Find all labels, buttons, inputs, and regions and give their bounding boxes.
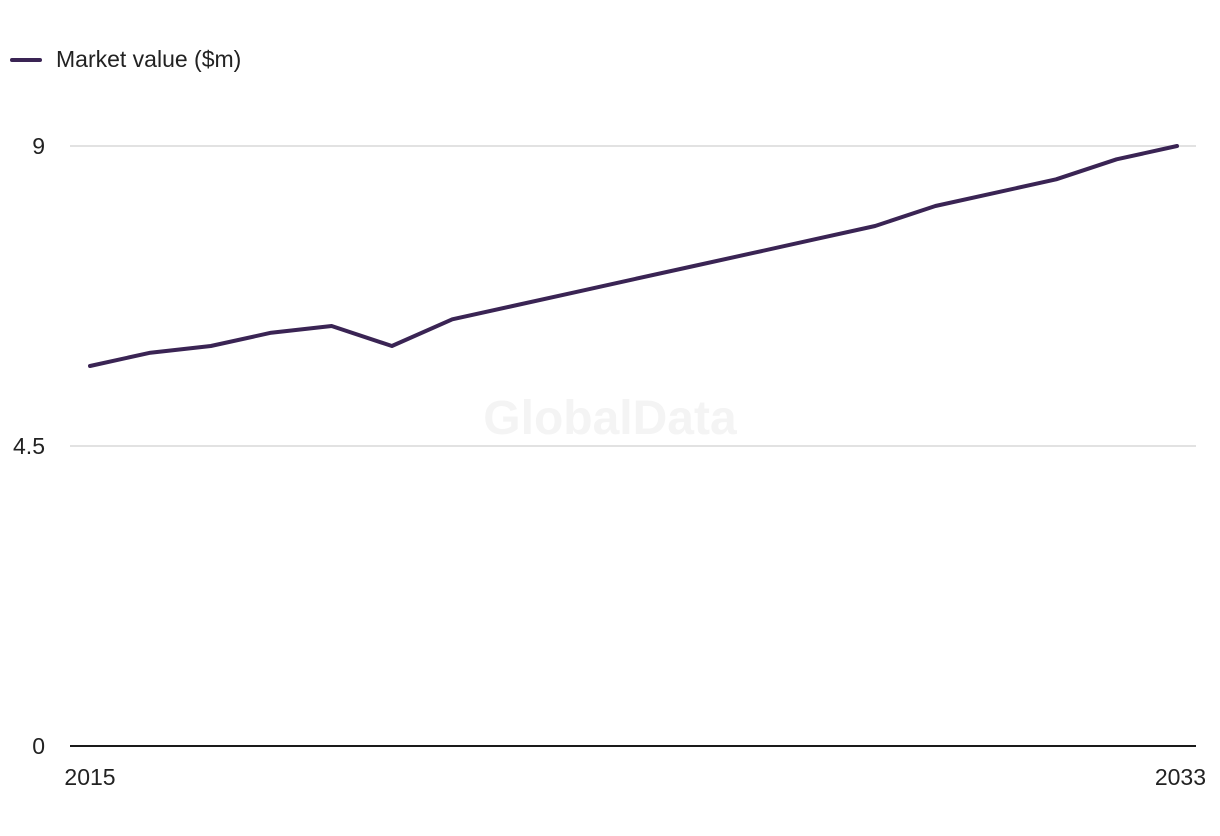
y-tick-label: 0 [32,733,45,759]
series-line [88,144,1179,368]
grid-lines [70,145,1196,447]
watermark-text: GlobalData [483,392,737,445]
series-layer [88,144,1179,368]
legend-line-swatch [10,57,42,62]
axes: 0 4.5 9 2015 2033 [13,133,1206,790]
x-tick-label: 2015 [64,764,115,790]
legend-label: Market value ($m) [56,46,242,72]
chart-legend: Market value ($m) [10,46,241,73]
x-tick-label: 2033 [1155,764,1206,790]
y-tick-label: 9 [32,133,45,159]
y-tick-label: 4.5 [13,433,45,459]
